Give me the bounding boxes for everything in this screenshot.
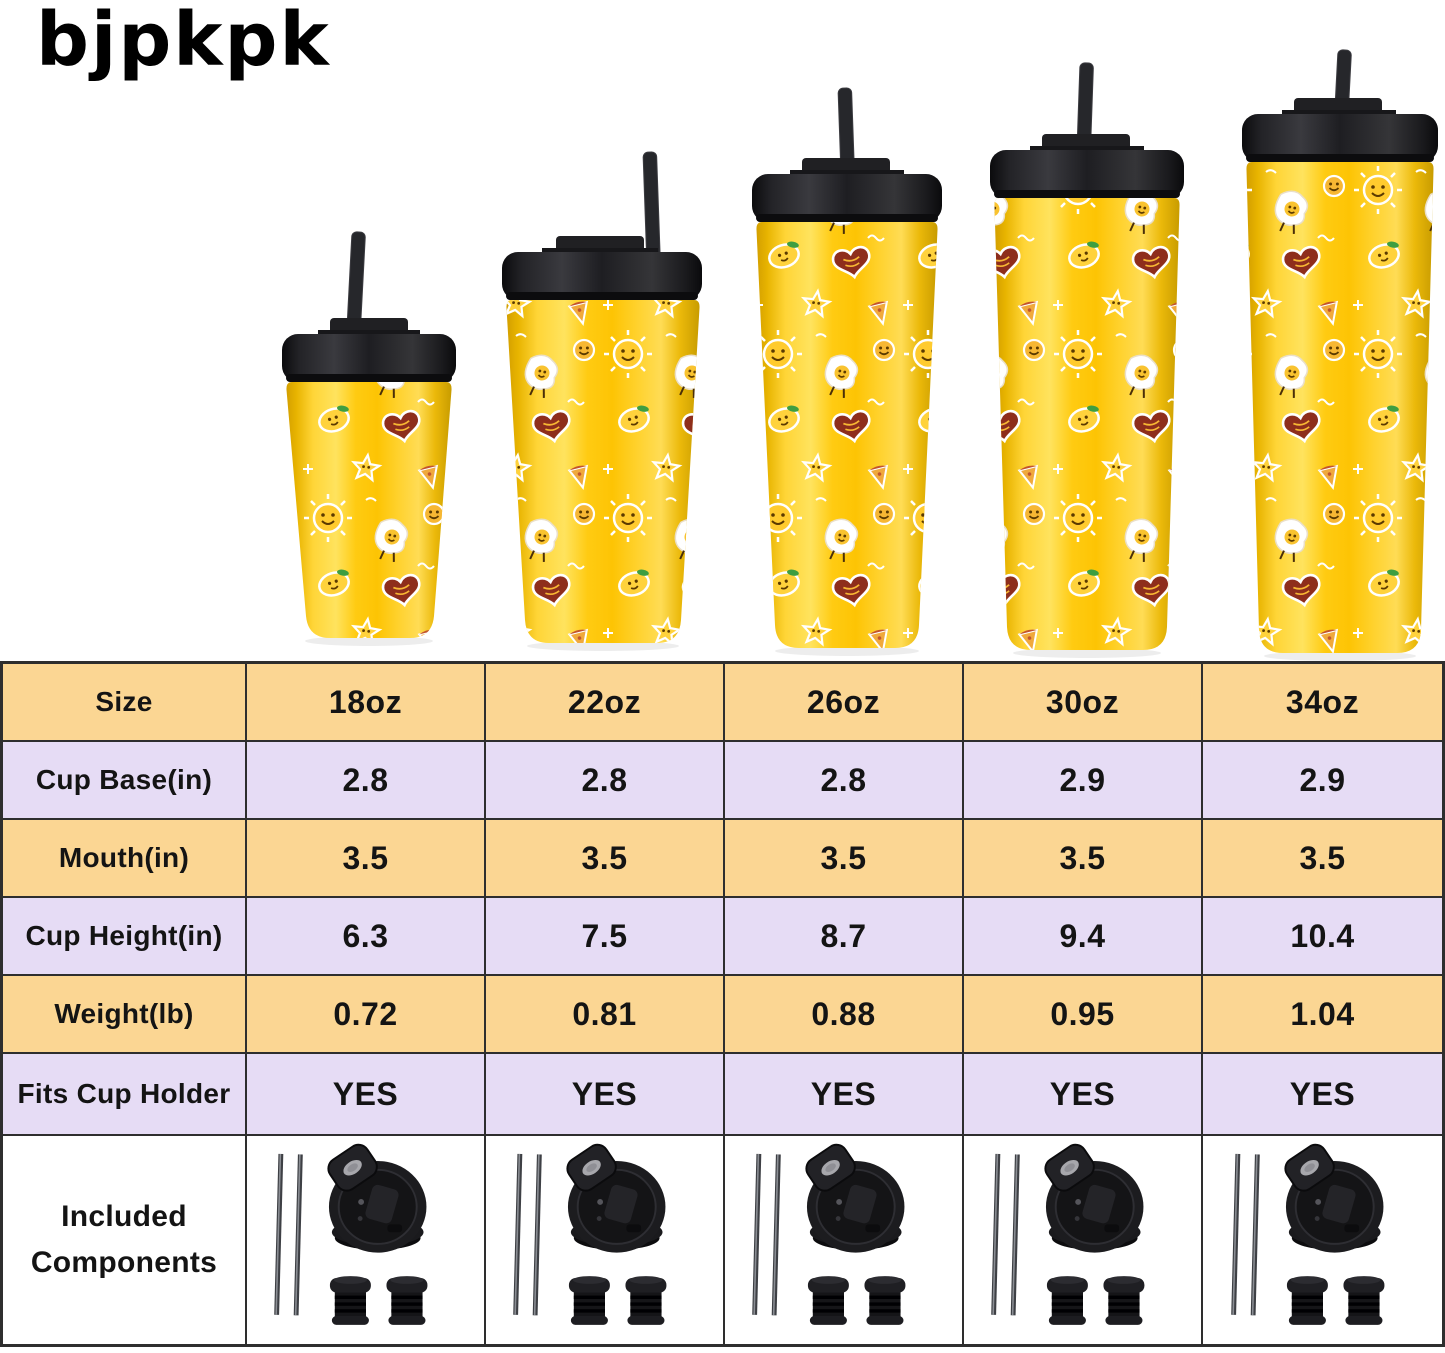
table-row-cup-height: Cup Height(in) 6.3 7.5 8.7 9.4 10.4 [3, 898, 1442, 976]
weight-value: 0.88 [725, 976, 964, 1054]
lid [752, 174, 942, 222]
lid [990, 150, 1184, 198]
fits-cup-holder-value: YES [725, 1054, 964, 1136]
mouth-value: 3.5 [486, 820, 725, 898]
included-components-image [486, 1136, 725, 1344]
fits-cup-holder-value: YES [1203, 1054, 1442, 1136]
size-34oz: 34oz [1203, 664, 1442, 742]
mouth-value: 3.5 [725, 820, 964, 898]
weight-value: 0.72 [247, 976, 486, 1054]
included-components-image [964, 1136, 1203, 1344]
table-row-mouth: Mouth(in) 3.5 3.5 3.5 3.5 3.5 [3, 820, 1442, 898]
lid [282, 334, 456, 382]
tumbler-18oz [282, 231, 456, 646]
cup-base-value: 2.9 [1203, 742, 1442, 820]
cup-height-value: 9.4 [964, 898, 1203, 976]
cup-height-value: 10.4 [1203, 898, 1442, 976]
size-22oz: 22oz [486, 664, 725, 742]
row-label-cup-base: Cup Base(in) [3, 742, 247, 820]
mouth-value: 3.5 [1203, 820, 1442, 898]
mouth-value: 3.5 [964, 820, 1203, 898]
tumbler-30oz [990, 62, 1184, 658]
cup-height-value: 7.5 [486, 898, 725, 976]
tumbler-lineup-image [282, 49, 1438, 661]
size-30oz: 30oz [964, 664, 1203, 742]
cup-base-value: 2.8 [247, 742, 486, 820]
mouth-value: 3.5 [247, 820, 486, 898]
weight-value: 1.04 [1203, 976, 1442, 1054]
included-components-image [247, 1136, 486, 1344]
cup-height-value: 8.7 [725, 898, 964, 976]
row-label-mouth: Mouth(in) [3, 820, 247, 898]
lid [502, 252, 702, 300]
cup-base-value: 2.8 [486, 742, 725, 820]
fits-cup-holder-value: YES [964, 1054, 1203, 1136]
tumbler-26oz [752, 87, 942, 656]
table-row-included-components: Included Components [3, 1136, 1442, 1344]
included-components-image [725, 1136, 964, 1344]
row-label-fits-cup-holder: Fits Cup Holder [3, 1054, 247, 1136]
row-label-size: Size [3, 664, 247, 742]
tumbler-22oz [502, 151, 702, 651]
spec-table: Size 18oz 22oz 26oz 30oz 34oz Cup Base(i… [0, 661, 1445, 1347]
cup-base-value: 2.9 [964, 742, 1203, 820]
fits-cup-holder-value: YES [486, 1054, 725, 1136]
row-label-weight: Weight(lb) [3, 976, 247, 1054]
weight-value: 0.95 [964, 976, 1203, 1054]
fits-cup-holder-value: YES [247, 1054, 486, 1136]
weight-value: 0.81 [486, 976, 725, 1054]
table-row-cup-base: Cup Base(in) 2.8 2.8 2.8 2.9 2.9 [3, 742, 1442, 820]
cup-base-value: 2.8 [725, 742, 964, 820]
table-row-size: Size 18oz 22oz 26oz 30oz 34oz [3, 664, 1442, 742]
row-label-cup-height: Cup Height(in) [3, 898, 247, 976]
brand-logo: bjpkpk [36, 0, 331, 83]
row-label-included-components: Included Components [3, 1136, 247, 1344]
table-row-weight: Weight(lb) 0.72 0.81 0.88 0.95 1.04 [3, 976, 1442, 1054]
cup-height-value: 6.3 [247, 898, 486, 976]
table-row-fits-cup-holder: Fits Cup Holder YES YES YES YES YES [3, 1054, 1442, 1136]
size-26oz: 26oz [725, 664, 964, 742]
included-components-image [1203, 1136, 1442, 1344]
lid [1242, 114, 1438, 162]
size-18oz: 18oz [247, 664, 486, 742]
tumbler-34oz [1242, 49, 1438, 661]
